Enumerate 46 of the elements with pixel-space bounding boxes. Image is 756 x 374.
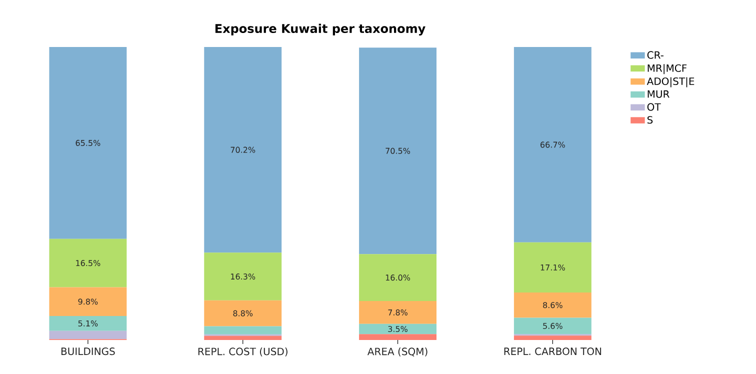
data-label: 5.6% xyxy=(543,322,562,329)
bar xyxy=(514,336,592,340)
data-label: 66.7% xyxy=(540,142,565,148)
bar xyxy=(359,324,436,334)
bar xyxy=(49,330,127,340)
x-tick-label: REPL. CARBON TON xyxy=(504,348,602,356)
data-label: 8.8% xyxy=(233,310,253,316)
legend-label: OT xyxy=(647,103,661,111)
bar xyxy=(359,334,436,340)
legend-label: MR|MCF xyxy=(648,64,687,74)
data-label: 70.5% xyxy=(386,148,410,154)
chart-title: Exposure Kuwait per taxonomy xyxy=(215,24,426,36)
bar xyxy=(514,318,592,334)
data-label: 17.1% xyxy=(540,264,565,270)
data-label: 8.6% xyxy=(543,302,562,308)
data-label: 70.2% xyxy=(230,146,256,153)
legend-label: ADO|ST|E xyxy=(646,77,694,88)
bar xyxy=(49,238,127,288)
data-label: 3.5% xyxy=(388,326,408,332)
bar xyxy=(49,46,127,239)
bar xyxy=(204,336,282,340)
legend-label: CR- xyxy=(647,51,664,59)
bar xyxy=(49,287,127,316)
bar xyxy=(49,316,127,331)
bar xyxy=(359,48,436,254)
bar xyxy=(359,254,436,302)
data-label: 16.5% xyxy=(76,260,100,266)
x-tick-label: BUILDINGS xyxy=(61,348,115,356)
bar xyxy=(204,46,282,253)
legend-label: S xyxy=(647,116,653,124)
data-label: 16.3% xyxy=(231,274,256,280)
legend-label: MUR xyxy=(648,90,670,98)
bar xyxy=(204,326,282,334)
data-label: 7.8% xyxy=(388,309,408,316)
bar xyxy=(514,46,592,242)
bar xyxy=(204,300,282,326)
bar xyxy=(204,252,282,300)
data-label: 5.1% xyxy=(78,320,98,326)
x-tick-label: AREA (SQM) xyxy=(367,348,428,356)
data-label: 65.5% xyxy=(76,140,100,146)
data-label: 9.8% xyxy=(78,298,98,305)
bar xyxy=(514,242,592,293)
bar xyxy=(359,301,436,324)
bar xyxy=(514,292,592,318)
x-tick-label: REPL. COST (USD) xyxy=(198,348,288,356)
data-label: 16.0% xyxy=(386,274,410,281)
